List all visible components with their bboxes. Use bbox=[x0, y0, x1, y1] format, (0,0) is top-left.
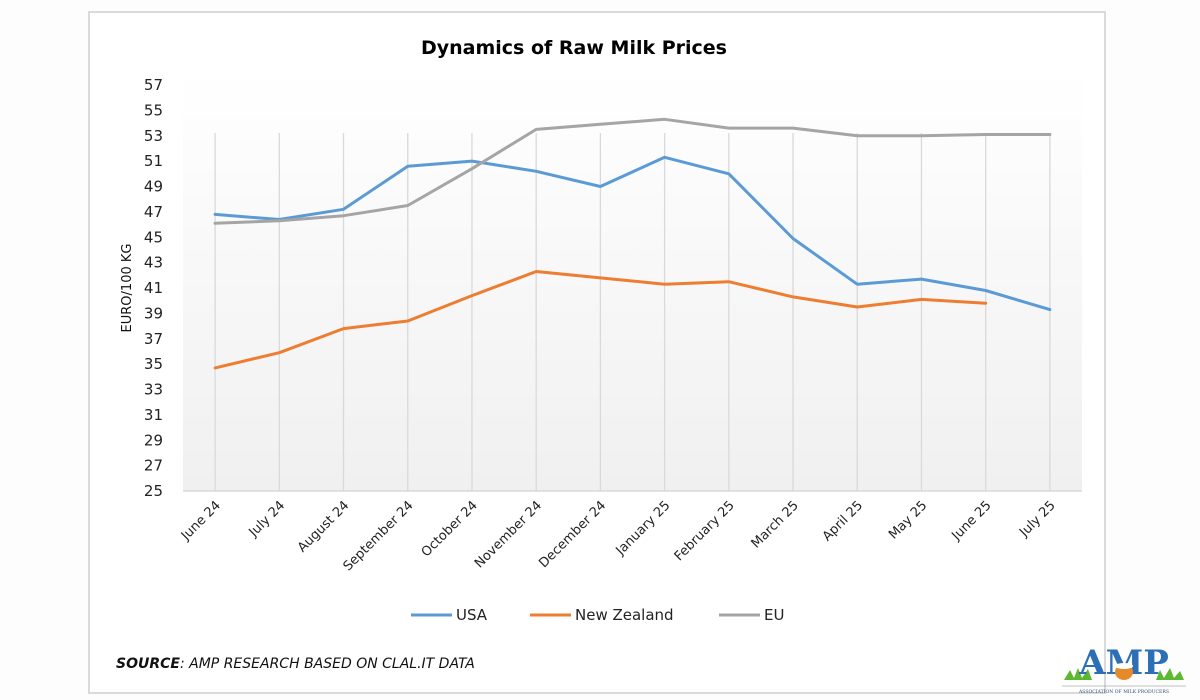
y-axis-label: EURO/100 KG bbox=[120, 244, 135, 333]
y-tick-label: 31 bbox=[144, 406, 163, 424]
y-tick-label: 49 bbox=[144, 178, 163, 196]
y-tick-label: 45 bbox=[144, 228, 163, 246]
x-tick-label: August 24 bbox=[295, 498, 352, 555]
legend: USA New Zealand EU bbox=[411, 606, 784, 624]
series-line-usa bbox=[213, 155, 1052, 312]
series-line-eu bbox=[213, 117, 1052, 225]
source-label: SOURCE bbox=[116, 656, 180, 672]
x-tick-label: June 24 bbox=[178, 498, 224, 544]
legend-label: New Zealand bbox=[575, 606, 674, 624]
x-tick-label: November 24 bbox=[472, 498, 545, 571]
series-line-new-zealand bbox=[213, 270, 988, 370]
legend-label: USA bbox=[456, 606, 488, 624]
y-tick-label: 39 bbox=[144, 304, 163, 322]
x-tick-label: July 25 bbox=[1016, 498, 1058, 540]
x-tick-label: February 25 bbox=[672, 498, 738, 564]
x-tick-label: April 25 bbox=[820, 498, 866, 544]
x-tick-label: January 25 bbox=[613, 498, 674, 559]
x-tick-label: March 25 bbox=[749, 498, 802, 551]
chart-title: Dynamics of Raw Milk Prices bbox=[421, 37, 727, 59]
y-tick-label: 35 bbox=[144, 355, 163, 373]
source-note: SOURCE: AMP RESEARCH BASED ON CLAL.IT DA… bbox=[116, 656, 475, 672]
y-tick-label: 25 bbox=[144, 482, 163, 500]
y-tick-label: 55 bbox=[144, 101, 163, 119]
y-tick-label: 53 bbox=[144, 127, 163, 145]
y-tick-label: 33 bbox=[144, 381, 163, 399]
y-tick-label: 51 bbox=[144, 152, 163, 170]
x-tick-label: September 24 bbox=[341, 498, 417, 574]
logo-subtitle: ASSOCIATION OF MILK PRODUCERS bbox=[1078, 689, 1169, 695]
y-tick-label: 37 bbox=[144, 330, 163, 348]
y-tick-label: 47 bbox=[144, 203, 163, 221]
y-axis: 25 27 29 31 33 35 37 39 41 43 45 47 49 51 53 55 57 bbox=[144, 76, 163, 500]
y-tick-label: 27 bbox=[144, 457, 163, 475]
source-text: : AMP RESEARCH BASED ON CLAL.IT DATA bbox=[179, 656, 475, 672]
x-tick-label: December 24 bbox=[536, 498, 609, 571]
series-lines bbox=[213, 117, 1052, 370]
y-tick-label: 41 bbox=[144, 279, 163, 297]
grass-icon bbox=[1064, 668, 1184, 680]
y-tick-label: 29 bbox=[144, 431, 163, 449]
x-tick-label: June 25 bbox=[949, 498, 995, 544]
x-tick-label: May 25 bbox=[886, 498, 930, 542]
x-tick-label: October 24 bbox=[419, 498, 481, 560]
y-tick-label: 43 bbox=[144, 254, 163, 272]
amp-logo: AMP ASSOCIATION OF MILK PRODUCERS bbox=[1062, 643, 1186, 695]
y-tick-label: 57 bbox=[144, 76, 163, 94]
x-tick-label: July 24 bbox=[246, 498, 288, 540]
gridlines bbox=[183, 133, 1082, 492]
legend-label: EU bbox=[764, 606, 784, 624]
